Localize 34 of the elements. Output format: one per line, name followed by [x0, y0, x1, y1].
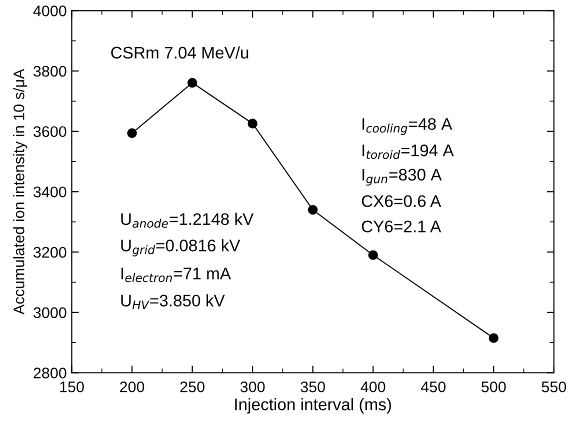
x-tick-label: 550 [542, 381, 566, 392]
annotation: CSRm 7.04 MeV/u [111, 46, 248, 59]
x-axis-title: Injection interval (ms) [235, 398, 391, 414]
x-tick-label: 450 [420, 381, 446, 392]
y-tick-label: 3600 [33, 126, 66, 138]
y-tick-label: 3400 [33, 186, 66, 198]
y-tick-label: 2800 [34, 368, 66, 378]
annotation: I$_{toroid}$=194 A [362, 144, 454, 160]
annotation: CY6=2.1 A [362, 220, 442, 232]
x-tick-label: 150 [60, 381, 84, 392]
annotation: U$_{anode}$=1.2148 kV [121, 212, 254, 228]
y-tick-label: 3800 [33, 66, 66, 77]
y-tick-label: 3200 [33, 246, 66, 258]
y-axis-title: Accumulated ion intensity in 10 s/μA [13, 68, 28, 315]
annotation: U$_{grid}$=0.0816 kV [121, 239, 240, 256]
y-tick-label: 4000 [33, 6, 66, 16]
annotation: U$_{HV}$=3.850 kV [121, 294, 225, 310]
annotation: I$_{cooling}$=48 A [362, 118, 452, 135]
point [187, 78, 198, 88]
annotation: I$_{gun}$=830 A [362, 168, 442, 186]
annotation: CX6=0.6 A [362, 195, 442, 208]
x-tick-label: 400 [360, 381, 386, 392]
point [248, 118, 258, 128]
annotation: I$_{electron}$=71 mA [122, 268, 231, 282]
x-tick-label: 500 [482, 381, 506, 392]
x-tick-label: 350 [300, 381, 325, 392]
point [308, 204, 318, 215]
x-tick-label: 300 [240, 381, 265, 392]
point [368, 250, 378, 260]
point [127, 128, 137, 138]
x-tick-label: 250 [180, 381, 204, 392]
y-tick-label: 3000 [33, 307, 66, 318]
point [488, 333, 498, 343]
x-tick-label: 200 [120, 381, 144, 392]
